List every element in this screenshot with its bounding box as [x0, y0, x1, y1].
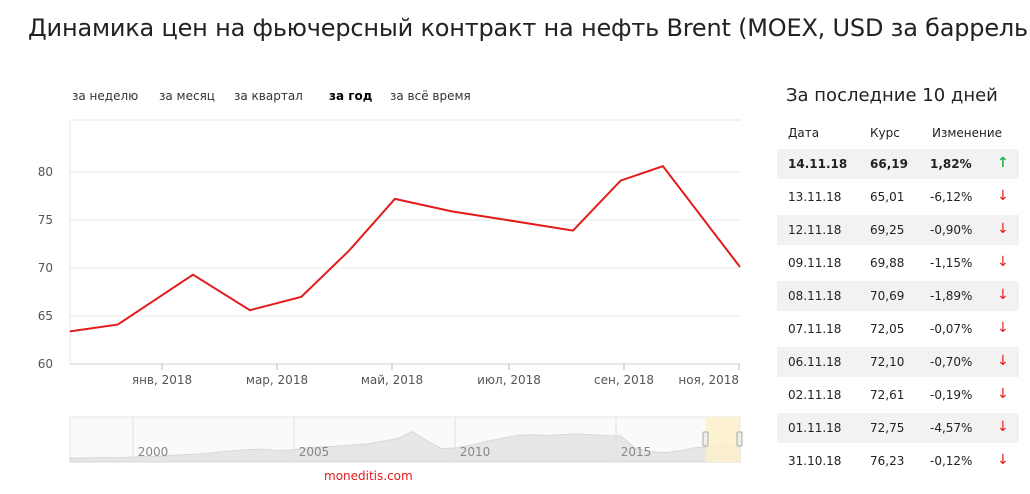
period-quarter[interactable]: за квартал [234, 89, 303, 103]
row-rate: 72,75 [870, 421, 905, 435]
row-rate: 66,19 [870, 157, 908, 171]
x-tick-label: сен, 2018 [594, 373, 654, 387]
row-change: -0,07% [930, 322, 973, 336]
row-change: -0,19% [930, 388, 973, 402]
arrow-down-icon: ↓ [997, 320, 1009, 336]
row-rate: 70,69 [870, 289, 905, 303]
overview-area [69, 431, 741, 463]
row-change: -0,70% [930, 355, 973, 369]
overview-tick-label: 2010 [460, 445, 491, 459]
arrow-down-icon: ↓ [997, 221, 1009, 237]
period-year[interactable]: за год [329, 89, 373, 103]
header-change: Изменение [932, 126, 1003, 140]
table-row: 14.11.18 66,19 1,82% ↑ [777, 149, 1019, 179]
period-month[interactable]: за месяц [159, 89, 215, 103]
row-date: 01.11.18 [788, 421, 842, 435]
row-date: 02.11.18 [788, 388, 842, 402]
overview-navigator[interactable]: 2000 2005 2010 2015 [69, 416, 743, 463]
y-axis-ticks: 60 65 70 75 80 [38, 165, 53, 371]
y-tick-label: 70 [38, 261, 53, 275]
arrow-down-icon: ↓ [997, 254, 1009, 270]
row-change: -0,12% [930, 454, 973, 468]
y-tick-label: 75 [38, 213, 53, 227]
row-rate: 76,23 [870, 454, 905, 468]
row-date: 09.11.18 [788, 256, 842, 270]
row-date: 06.11.18 [788, 355, 842, 369]
arrow-down-icon: ↓ [997, 188, 1009, 204]
header-date: Дата [788, 126, 820, 140]
arrow-up-icon: ↑ [997, 155, 1009, 171]
row-date: 31.10.18 [788, 454, 842, 468]
x-tick-label: июл, 2018 [477, 373, 541, 387]
y-tick-label: 60 [38, 357, 53, 371]
y-tick-label: 80 [38, 165, 53, 179]
x-tick-label: ноя, 2018 [678, 373, 739, 387]
page-title: Динамика цен на фьючерсный контракт на н… [28, 14, 1030, 42]
overview-tick-label: 2015 [621, 445, 652, 459]
header-rate: Курс [870, 126, 900, 140]
chart-grid [69, 119, 740, 365]
arrow-down-icon: ↓ [997, 386, 1009, 402]
row-change: -0,90% [930, 223, 973, 237]
table-row: 09.11.18 69,88 -1,15% ↓ [777, 248, 1019, 278]
overview-tick-label: 2000 [138, 445, 169, 459]
row-date: 07.11.18 [788, 322, 842, 336]
side-panel-title: За последние 10 дней [786, 85, 998, 106]
table-row: 01.11.18 72,75 -4,57% ↓ [777, 413, 1019, 443]
row-change: -6,12% [930, 190, 973, 204]
table-row: 12.11.18 69,25 -0,90% ↓ [777, 215, 1019, 245]
source-label: moneditis.com [324, 469, 413, 483]
period-week[interactable]: за неделю [72, 89, 139, 103]
table-row: 31.10.18 76,23 -0,12% ↓ [777, 446, 1019, 476]
overview-tick-label: 2005 [299, 445, 330, 459]
table-row: 08.11.18 70,69 -1,89% ↓ [777, 281, 1019, 311]
row-change: 1,82% [930, 157, 972, 171]
table-row: 06.11.18 72,10 -0,70% ↓ [777, 347, 1019, 377]
row-change: -1,89% [930, 289, 973, 303]
overview-right-handle[interactable] [736, 431, 743, 447]
table-row: 07.11.18 72,05 -0,07% ↓ [777, 314, 1019, 344]
table-header: Дата Курс Изменение [777, 124, 1019, 144]
row-change: -4,57% [930, 421, 973, 435]
overview-selection[interactable] [706, 417, 740, 462]
row-rate: 65,01 [870, 190, 905, 204]
row-date: 08.11.18 [788, 289, 842, 303]
row-rate: 72,05 [870, 322, 905, 336]
table-row: 13.11.18 65,01 -6,12% ↓ [777, 182, 1019, 212]
row-rate: 69,25 [870, 223, 905, 237]
x-tick-label: май, 2018 [361, 373, 423, 387]
y-tick-label: 65 [38, 309, 53, 323]
arrow-down-icon: ↓ [997, 452, 1009, 468]
price-table: 14.11.18 66,19 1,82% ↑ 13.11.18 65,01 -6,12% ↓ 1… [777, 149, 1019, 479]
x-tick-label: мар, 2018 [246, 373, 308, 387]
row-date: 14.11.18 [788, 157, 848, 171]
row-change: -1,15% [930, 256, 973, 270]
row-date: 13.11.18 [788, 190, 842, 204]
row-rate: 72,10 [870, 355, 905, 369]
period-all-time[interactable]: за всё время [390, 89, 471, 103]
overview-left-handle[interactable] [702, 431, 709, 447]
overview-ticks: 2000 2005 2010 2015 [132, 417, 652, 462]
arrow-down-icon: ↓ [997, 419, 1009, 435]
arrow-down-icon: ↓ [997, 353, 1009, 369]
arrow-down-icon: ↓ [997, 287, 1009, 303]
price-chart: 60 65 70 75 80 янв, 2018 мар, 2018 май, 2018 ию… [38, 119, 743, 463]
x-tick-label: янв, 2018 [132, 373, 192, 387]
price-series-line [69, 165, 741, 333]
row-rate: 72,61 [870, 388, 905, 402]
table-row: 02.11.18 72,61 -0,19% ↓ [777, 380, 1019, 410]
x-axis-ticks: янв, 2018 мар, 2018 май, 2018 июл, 2018 сен,… [132, 364, 740, 387]
row-rate: 69,88 [870, 256, 905, 270]
row-date: 12.11.18 [788, 223, 842, 237]
